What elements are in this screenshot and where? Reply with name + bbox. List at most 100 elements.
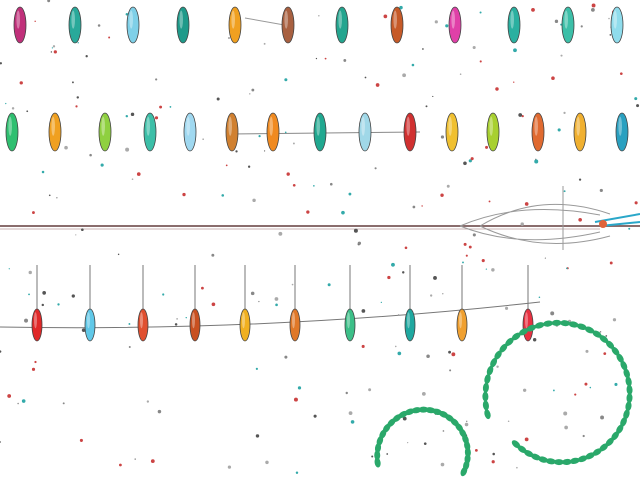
speck bbox=[0, 62, 2, 65]
speck bbox=[284, 78, 288, 82]
bead-shine bbox=[338, 10, 343, 29]
speck bbox=[313, 414, 317, 418]
leaf bbox=[585, 452, 595, 460]
speck bbox=[578, 178, 582, 181]
speck bbox=[426, 354, 430, 358]
speck bbox=[293, 397, 298, 402]
bead bbox=[448, 6, 462, 44]
speck bbox=[554, 19, 559, 24]
speck bbox=[274, 297, 279, 301]
leaf bbox=[623, 368, 630, 379]
speck bbox=[449, 369, 452, 372]
speck bbox=[313, 184, 315, 187]
speck bbox=[125, 147, 130, 152]
speck bbox=[550, 311, 555, 316]
leaf bbox=[577, 455, 588, 463]
speck bbox=[108, 36, 111, 39]
leaf bbox=[620, 417, 627, 427]
speck bbox=[399, 5, 403, 10]
speck bbox=[505, 306, 509, 310]
speck bbox=[544, 257, 546, 259]
speck bbox=[76, 96, 79, 99]
leaf bbox=[625, 376, 632, 387]
speck bbox=[479, 11, 482, 14]
bead-shine bbox=[292, 312, 295, 329]
speck bbox=[599, 188, 603, 193]
bead-shine bbox=[186, 116, 190, 136]
speck bbox=[634, 97, 638, 101]
speck bbox=[397, 313, 400, 316]
speck bbox=[235, 150, 238, 153]
speck bbox=[605, 335, 608, 337]
speck bbox=[619, 72, 623, 75]
speck bbox=[5, 102, 7, 105]
speck bbox=[589, 386, 592, 389]
speck bbox=[472, 45, 476, 50]
speck bbox=[459, 73, 462, 75]
speck bbox=[636, 104, 640, 108]
speck bbox=[157, 409, 162, 414]
speck bbox=[361, 344, 365, 348]
speck bbox=[19, 81, 23, 85]
speck bbox=[531, 7, 535, 12]
speck bbox=[154, 116, 159, 120]
bead-shine bbox=[316, 116, 321, 136]
bead-shine bbox=[140, 312, 143, 329]
speck bbox=[557, 128, 561, 132]
speck bbox=[516, 466, 518, 469]
speck bbox=[318, 14, 320, 17]
speck bbox=[364, 76, 367, 79]
speck bbox=[582, 434, 585, 438]
speck bbox=[387, 275, 391, 280]
leaf bbox=[584, 326, 595, 334]
leaf bbox=[484, 374, 491, 384]
bead bbox=[344, 308, 356, 342]
bead bbox=[445, 112, 459, 152]
speck bbox=[227, 465, 232, 469]
speck bbox=[386, 453, 389, 455]
lure-head bbox=[599, 220, 607, 228]
speck bbox=[353, 228, 358, 233]
bead-shine bbox=[71, 10, 75, 29]
speck bbox=[422, 48, 424, 50]
leaf bbox=[553, 459, 564, 466]
speck bbox=[468, 245, 472, 249]
speck bbox=[421, 205, 423, 207]
speck bbox=[608, 17, 610, 20]
speck bbox=[472, 233, 476, 237]
leaf bbox=[611, 346, 620, 356]
bead-shine bbox=[510, 10, 514, 29]
speck bbox=[31, 367, 36, 371]
speck bbox=[609, 33, 612, 36]
bead-shine bbox=[448, 116, 453, 136]
speck bbox=[628, 227, 631, 230]
speck bbox=[411, 63, 415, 67]
speck bbox=[634, 201, 638, 205]
speck bbox=[57, 303, 60, 306]
speck bbox=[34, 20, 36, 23]
lower-line bbox=[0, 301, 541, 329]
speck bbox=[532, 338, 537, 342]
speck bbox=[324, 57, 327, 60]
speck bbox=[551, 76, 555, 81]
speck bbox=[463, 161, 467, 166]
speck bbox=[600, 415, 605, 420]
speck bbox=[125, 13, 129, 16]
speck bbox=[614, 382, 618, 386]
speck bbox=[295, 471, 299, 475]
bead bbox=[486, 112, 500, 152]
speck bbox=[492, 452, 495, 456]
speck bbox=[563, 411, 568, 416]
speck bbox=[371, 455, 374, 458]
bead bbox=[313, 112, 327, 152]
speck bbox=[466, 420, 468, 423]
bead bbox=[13, 6, 27, 44]
leaf bbox=[534, 322, 545, 329]
speck bbox=[182, 192, 186, 197]
speck bbox=[119, 463, 122, 467]
speck bbox=[128, 345, 131, 349]
bead-shine bbox=[347, 312, 350, 329]
speck bbox=[56, 197, 58, 199]
bead-shine bbox=[8, 116, 12, 136]
speck bbox=[442, 430, 445, 432]
